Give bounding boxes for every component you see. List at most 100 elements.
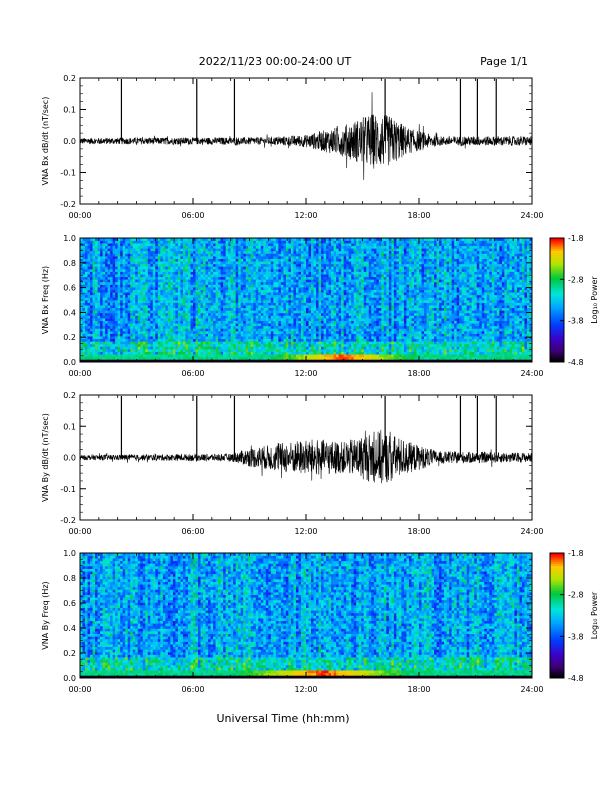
spectrogram-cell xyxy=(135,310,138,313)
spectrogram-cell xyxy=(140,287,143,290)
spectrogram-cell xyxy=(165,303,168,306)
spectrogram-cell xyxy=(288,331,291,334)
spectrogram-cell xyxy=(273,256,276,259)
spectrogram-cell xyxy=(115,272,118,275)
spectrogram-cell xyxy=(298,308,301,311)
spectrogram-cell xyxy=(145,282,148,285)
spectrogram-cell xyxy=(329,279,332,282)
spectrogram-cell xyxy=(143,349,146,352)
spectrogram-cell xyxy=(261,339,264,342)
spectrogram-cell xyxy=(324,339,327,342)
spectrogram-cell xyxy=(223,336,226,339)
spectrogram-cell xyxy=(155,272,158,275)
spectrogram-cell xyxy=(273,297,276,300)
spectrogram-cell xyxy=(108,287,111,290)
spectrogram-cell xyxy=(93,352,96,355)
spectrogram-cell xyxy=(83,290,86,293)
spectrogram-cell xyxy=(316,264,319,267)
spectrogram-cell xyxy=(293,248,296,251)
spectrogram-cell xyxy=(123,300,126,303)
spectrogram-cell xyxy=(288,287,291,290)
spectrogram-cell xyxy=(140,272,143,275)
spectrogram-cell xyxy=(85,277,88,280)
spectrogram-cell xyxy=(266,241,269,244)
spectrogram-cell xyxy=(303,279,306,282)
x-tick-label: 24:00 xyxy=(520,211,543,220)
spectrogram-cell xyxy=(236,282,239,285)
spectrogram-cell xyxy=(268,282,271,285)
spectrogram-cell xyxy=(241,295,244,298)
spectrogram-cell xyxy=(314,243,317,246)
spectrogram-cell xyxy=(135,303,138,306)
spectrogram-cell xyxy=(103,297,106,300)
spectrogram-cell xyxy=(256,243,259,246)
spectrogram-cell xyxy=(155,266,158,269)
spectrogram-cell xyxy=(168,292,171,295)
spectrogram-cell xyxy=(314,266,317,269)
spectrogram-cell xyxy=(143,323,146,326)
spectrogram-cell xyxy=(213,277,216,280)
spectrogram-cell xyxy=(206,331,209,334)
spectrogram-cell xyxy=(321,297,324,300)
spectrogram-cell xyxy=(158,323,161,326)
spectrogram-cell xyxy=(248,310,251,313)
spectrogram-cell xyxy=(120,259,123,262)
spectrogram-cell xyxy=(190,248,193,251)
spectrogram-cell xyxy=(314,352,317,355)
spectrogram-cell xyxy=(241,313,244,316)
spectrogram-cell xyxy=(218,354,221,357)
spectrogram-cell xyxy=(223,264,226,267)
spectrogram-cell xyxy=(100,334,103,337)
spectrogram-cell xyxy=(218,285,221,288)
spectrogram-cell xyxy=(163,292,166,295)
spectrogram-cell xyxy=(183,256,186,259)
spectrogram-cell xyxy=(301,256,304,259)
spectrogram-cell xyxy=(95,310,98,313)
spectrogram-cell xyxy=(331,347,334,350)
spectrogram-cell xyxy=(98,328,101,331)
spectrogram-cell xyxy=(170,272,173,275)
spectrogram-cell xyxy=(153,318,156,321)
spectrogram-cell xyxy=(296,334,299,337)
spectrogram-cell xyxy=(165,279,168,282)
spectrogram-cell xyxy=(331,292,334,295)
spectrogram-cell xyxy=(113,354,116,357)
spectrogram-cell xyxy=(324,274,327,277)
spectrogram-cell xyxy=(243,316,246,319)
spectrogram-cell xyxy=(266,339,269,342)
spectrogram-cell xyxy=(175,316,178,319)
spectrogram-cell xyxy=(95,287,98,290)
spectrogram-cell xyxy=(213,318,216,321)
spectrogram-cell xyxy=(256,272,259,275)
spectrogram-cell xyxy=(238,290,241,293)
spectrogram-cell xyxy=(83,300,86,303)
spectrogram-cell xyxy=(183,334,186,337)
spectrogram-cell xyxy=(314,305,317,308)
spectrogram-cell xyxy=(155,285,158,288)
spectrogram-cell xyxy=(178,285,181,288)
spectrogram-cell xyxy=(118,336,121,339)
spectrogram-cell xyxy=(150,336,153,339)
spectrogram-cell xyxy=(130,318,133,321)
spectrogram-cell xyxy=(236,287,239,290)
spectrogram-cell xyxy=(283,326,286,329)
spectrogram-cell xyxy=(100,285,103,288)
spectrogram-cell xyxy=(206,326,209,329)
spectrogram-cell xyxy=(319,266,322,269)
spectrogram-cell xyxy=(193,328,196,331)
spectrogram-cell xyxy=(170,336,173,339)
spectrogram-cell xyxy=(226,303,229,306)
spectrogram-cell xyxy=(283,334,286,337)
spectrogram-cell xyxy=(85,292,88,295)
spectrogram-cell xyxy=(90,313,93,316)
spectrogram-cell xyxy=(178,254,181,257)
spectrogram-cell xyxy=(95,303,98,306)
spectrogram-cell xyxy=(296,266,299,269)
spectrogram-cell xyxy=(263,323,266,326)
spectrogram-cell xyxy=(130,282,133,285)
spectrogram-cell xyxy=(231,331,234,334)
spectrogram-cell xyxy=(180,354,183,357)
spectrogram-cell xyxy=(175,328,178,331)
spectrogram-cell xyxy=(196,347,199,350)
spectrogram-cell xyxy=(309,266,312,269)
